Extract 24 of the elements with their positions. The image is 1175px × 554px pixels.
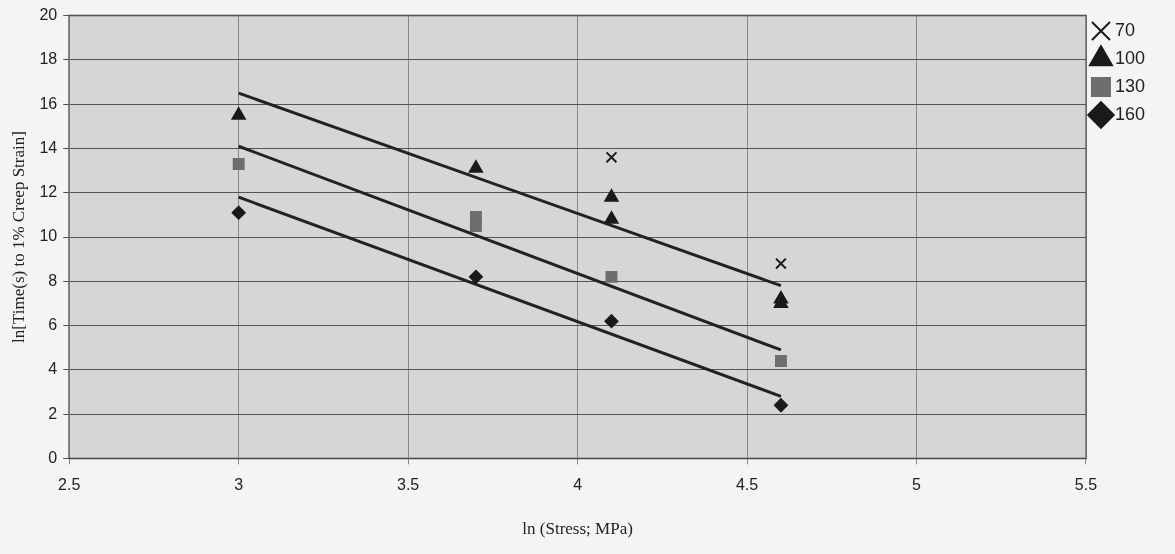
x-tick-label: 3 xyxy=(234,476,244,494)
x-axis-title: ln (Stress; MPa) xyxy=(522,519,633,539)
legend-label: 130 xyxy=(1114,75,1146,96)
y-tick-label: 20 xyxy=(39,6,58,24)
x-tick-label: 4.5 xyxy=(735,476,759,494)
y-tick-label: 18 xyxy=(39,50,58,68)
x-tick-label: 5 xyxy=(912,476,922,494)
y-tick-label: 10 xyxy=(39,227,58,245)
y-axis-title: ln[Time(s) to 1% Creep Strain] xyxy=(8,131,28,343)
y-tick-label: 4 xyxy=(48,360,58,378)
y-tick-label: 16 xyxy=(39,94,58,112)
y-tick-label: 6 xyxy=(48,315,58,333)
legend-label: 160 xyxy=(1114,103,1146,124)
y-tick-label: 14 xyxy=(39,138,58,156)
y-tick-label: 0 xyxy=(48,448,58,466)
y-tick-label: 8 xyxy=(48,271,58,289)
x-tick-label: 5.5 xyxy=(1074,476,1098,494)
y-tick-label: 2 xyxy=(48,404,58,422)
legend-label: 70 xyxy=(1114,19,1135,40)
y-tick-label: 12 xyxy=(39,183,58,201)
x-tick-label: 2.5 xyxy=(58,476,81,494)
x-tick-label: 3.5 xyxy=(397,476,420,494)
x-tick-label: 4 xyxy=(573,476,583,494)
legend-label: 100 xyxy=(1114,47,1146,68)
